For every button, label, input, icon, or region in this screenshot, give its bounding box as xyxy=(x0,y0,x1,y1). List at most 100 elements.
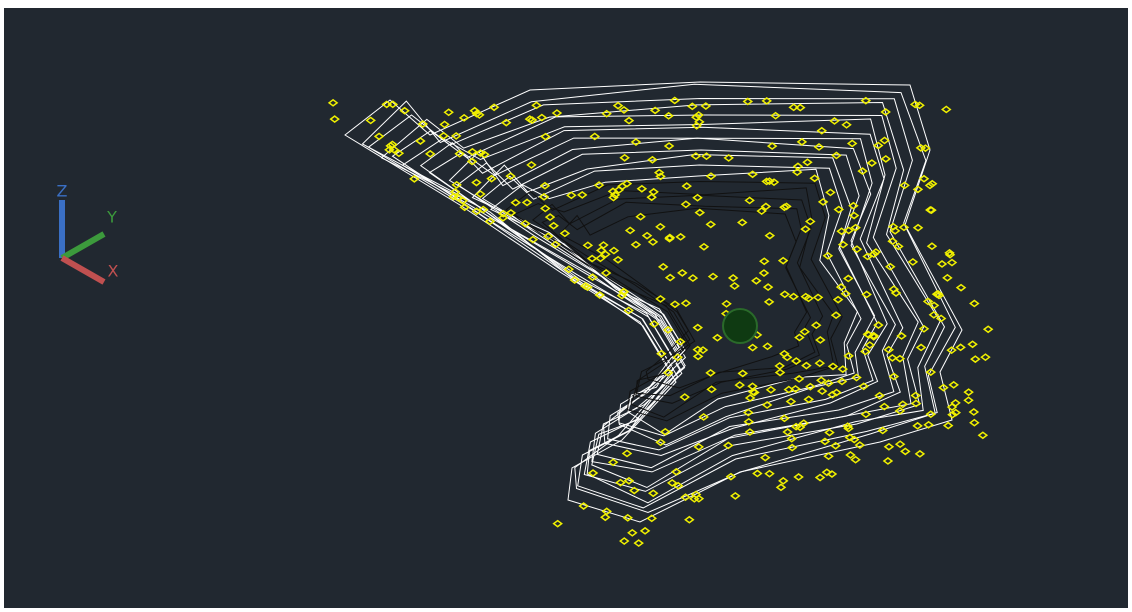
marker-circle xyxy=(722,308,758,344)
survey-point xyxy=(623,476,635,485)
survey-point xyxy=(874,391,885,400)
ucs-x-axis xyxy=(60,255,106,285)
survey-point xyxy=(671,467,682,476)
survey-point xyxy=(666,478,678,487)
survey-point xyxy=(594,291,605,299)
survey-point xyxy=(925,410,937,419)
survey-point xyxy=(627,528,638,537)
survey-point xyxy=(770,111,781,120)
survey-point xyxy=(821,468,833,477)
survey-point xyxy=(723,153,734,162)
survey-point xyxy=(598,241,609,249)
survey-point xyxy=(542,232,554,241)
survey-point xyxy=(803,395,814,404)
survey-point xyxy=(764,177,775,186)
survey-point xyxy=(868,332,879,341)
survey-point xyxy=(705,220,717,229)
survey-point xyxy=(729,282,740,290)
survey-point xyxy=(607,458,619,467)
survey-point xyxy=(982,325,994,334)
survey-point xyxy=(824,428,835,437)
model-space xyxy=(4,8,1128,608)
survey-point xyxy=(438,131,449,140)
survey-point xyxy=(612,255,624,264)
survey-point xyxy=(657,262,669,271)
survey-point xyxy=(577,190,588,199)
contour-line xyxy=(489,168,858,436)
survey-point xyxy=(691,121,702,130)
survey-point xyxy=(680,299,692,308)
survey-point xyxy=(621,179,633,188)
contour-line xyxy=(361,83,956,514)
survey-point xyxy=(970,355,981,364)
survey-point xyxy=(932,290,944,298)
survey-point xyxy=(563,265,574,274)
survey-point xyxy=(843,226,854,235)
survey-point xyxy=(630,240,642,249)
survey-point xyxy=(601,507,612,516)
survey-point xyxy=(694,208,706,217)
survey-point xyxy=(725,472,737,481)
survey-point xyxy=(540,204,551,213)
survey-point xyxy=(636,184,648,193)
survey-point xyxy=(924,181,936,190)
survey-point xyxy=(399,106,410,115)
survey-point xyxy=(387,100,399,109)
survey-point xyxy=(622,513,633,522)
survey-point xyxy=(850,455,861,464)
survey-point xyxy=(663,111,674,120)
survey-point xyxy=(809,174,820,183)
survey-point xyxy=(795,103,806,112)
survey-point xyxy=(409,174,420,183)
survey-point xyxy=(815,336,826,344)
survey-point xyxy=(920,144,931,153)
survey-point xyxy=(866,159,878,167)
survey-point xyxy=(744,196,755,205)
survey-point xyxy=(848,201,859,210)
survey-point xyxy=(775,483,787,492)
survey-point xyxy=(712,333,723,342)
survey-point xyxy=(810,321,822,330)
survey-point xyxy=(747,387,759,396)
survey-point xyxy=(893,242,904,251)
survey-point xyxy=(765,385,777,394)
survey-point xyxy=(677,268,688,277)
survey-point xyxy=(766,142,778,151)
survey-point xyxy=(742,97,754,106)
survey-point xyxy=(794,333,805,342)
survey-point xyxy=(968,408,980,416)
survey-point xyxy=(618,537,630,545)
survey-point xyxy=(536,113,548,122)
survey-point xyxy=(882,457,894,465)
survey-point xyxy=(417,120,429,128)
survey-point xyxy=(526,160,537,169)
survey-point xyxy=(851,245,863,254)
survey-point xyxy=(782,428,793,436)
contour-line xyxy=(344,81,963,523)
survey-point xyxy=(843,351,854,360)
survey-point xyxy=(655,438,666,447)
survey-point xyxy=(888,285,900,294)
survey-point xyxy=(705,172,717,181)
survey-point xyxy=(831,151,842,160)
survey-point xyxy=(655,294,666,303)
survey-point xyxy=(941,105,952,114)
survey-point xyxy=(510,198,521,207)
survey-point xyxy=(843,424,854,433)
survey-point xyxy=(498,209,509,218)
survey-point xyxy=(894,406,906,415)
survey-point xyxy=(474,110,485,119)
survey-point xyxy=(669,96,680,105)
survey-point xyxy=(764,469,775,478)
survey-point xyxy=(819,437,831,446)
survey-point xyxy=(459,203,470,212)
survey-point xyxy=(548,221,559,230)
survey-point xyxy=(880,154,892,163)
contour-line xyxy=(419,126,904,473)
survey-point xyxy=(774,361,785,370)
survey-point xyxy=(655,222,666,231)
survey-point xyxy=(707,272,719,281)
survey-point xyxy=(756,207,767,215)
survey-point xyxy=(760,453,771,462)
survey-point xyxy=(926,179,938,188)
